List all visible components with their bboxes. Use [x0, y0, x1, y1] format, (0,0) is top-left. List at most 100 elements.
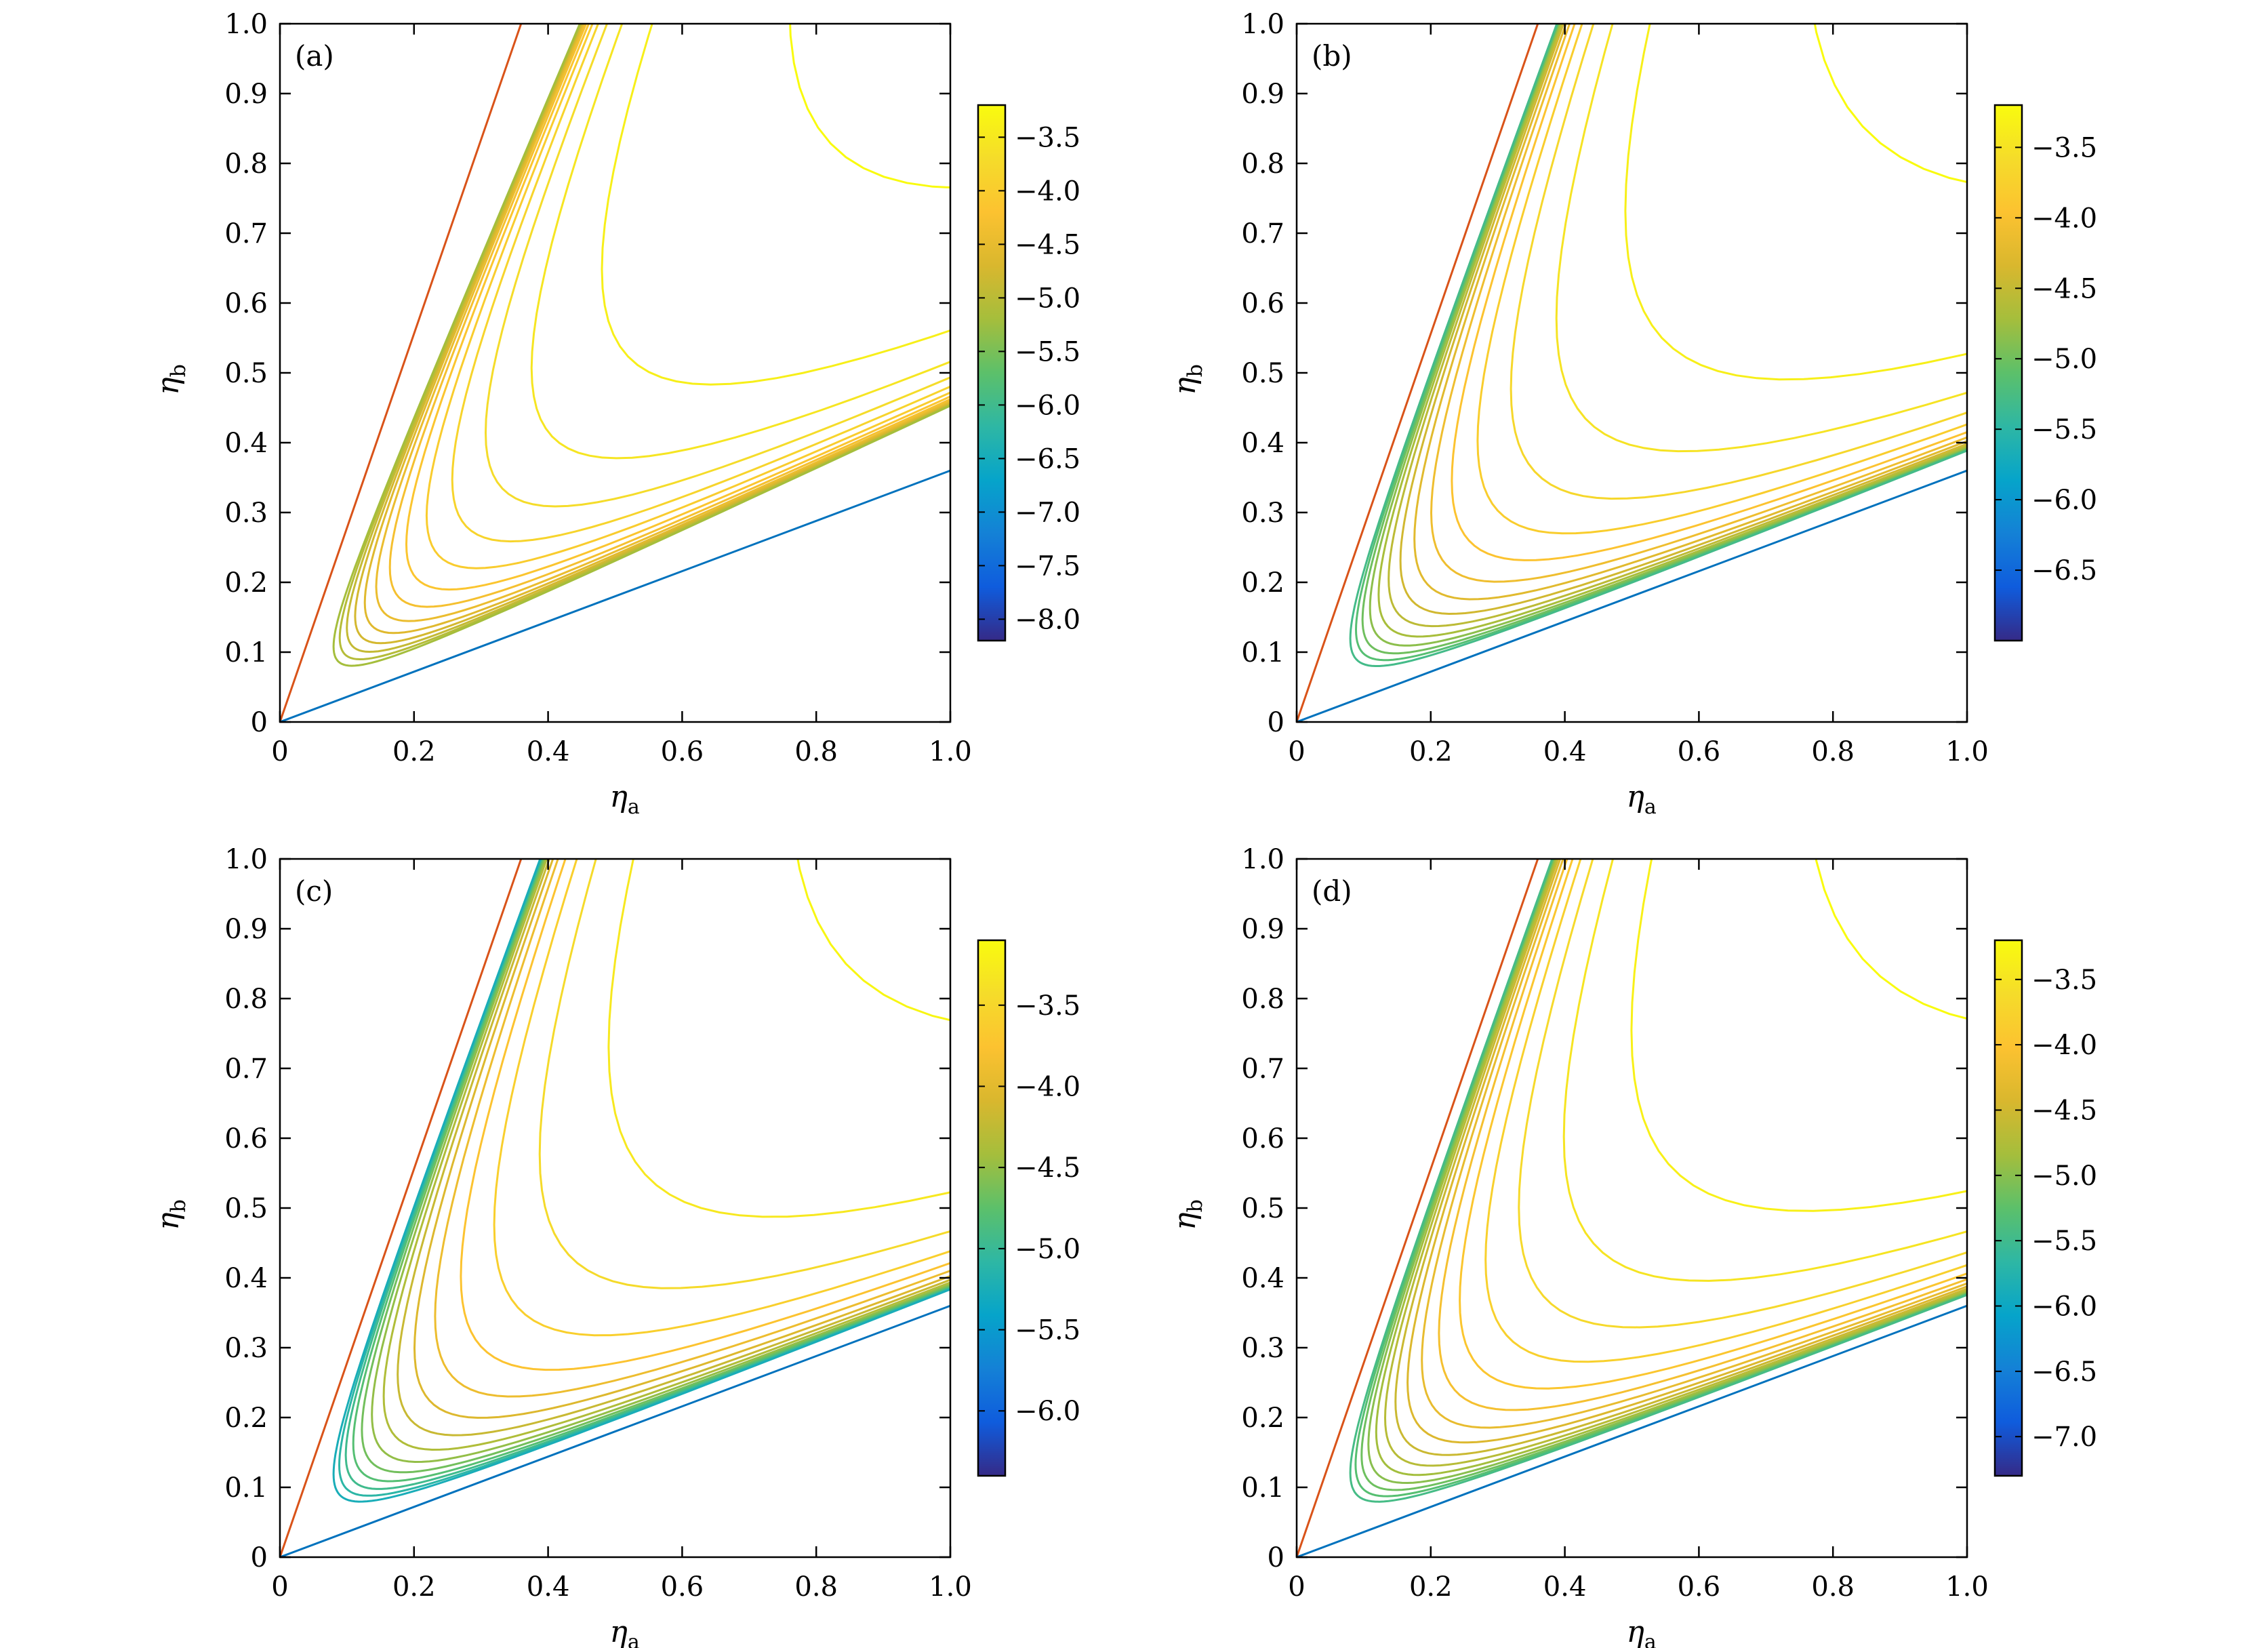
- colorbar: [1995, 940, 2022, 1476]
- colorbar-tick-label: −4.5: [2031, 1095, 2097, 1126]
- contour-line: [425, 24, 950, 569]
- x-tick-label: 0.6: [661, 1571, 704, 1603]
- contour-line: [484, 24, 950, 508]
- panel-b: 0 0.2 0.4 0.6 0.8 1.0 0 0.1 0.2 0.3 0.4 0.5 0.6 0.7 0.…: [1168, 9, 2097, 819]
- contour-lines: [1349, 859, 1967, 1503]
- y-tick-label: 0.4: [224, 428, 268, 459]
- contour-line: [1815, 859, 1967, 1020]
- colorbar-tick-label: −3.5: [2031, 132, 2097, 163]
- contour-line: [460, 859, 950, 1371]
- y-axis-label: ηb: [151, 1199, 190, 1230]
- contour-line: [382, 859, 950, 1451]
- y-tick-label: 0.2: [224, 567, 268, 599]
- x-tick-label: 0: [271, 1571, 288, 1603]
- y-tick-label: 0.4: [1241, 428, 1284, 459]
- colorbar-tick-label: −4.0: [2031, 1030, 2097, 1061]
- contour-line: [352, 859, 950, 1483]
- contour-line: [1369, 24, 1967, 647]
- contour-line: [1375, 859, 1967, 1476]
- contour-line: [1484, 859, 1967, 1363]
- contour-line: [1438, 859, 1967, 1411]
- colorbar-tick-label: −4.5: [2031, 273, 2097, 304]
- x-tick-label: 0.4: [527, 736, 570, 767]
- contour-line: [1388, 24, 1967, 628]
- contour-line: [1367, 859, 1967, 1485]
- plot-frame: [279, 22, 952, 723]
- y-tick-label: 0.8: [224, 984, 268, 1015]
- colorbar: [978, 940, 1005, 1476]
- y-tick-label: 0.6: [224, 288, 268, 319]
- y-tick-label: 0.7: [224, 1053, 268, 1085]
- x-tick-label: 0: [1288, 1571, 1305, 1603]
- x-tick-label: 0.2: [392, 1571, 436, 1603]
- colorbar-tick-label: −7.0: [2031, 1422, 2097, 1453]
- contour-line: [1562, 859, 1967, 1282]
- upper-boundary-line: [280, 859, 523, 1557]
- y-tick-label: 0.1: [1241, 637, 1284, 668]
- colorbar-tick-label: −6.0: [2031, 1291, 2097, 1323]
- contour-line: [1476, 24, 1967, 535]
- contour-lines: [332, 859, 950, 1503]
- contour-line: [601, 24, 950, 386]
- colorbar-frame: [977, 939, 1007, 1477]
- contour-line: [1383, 859, 1967, 1467]
- contour-line: [1624, 24, 1967, 381]
- y-tick-label: 0.8: [1241, 148, 1284, 180]
- contour-line: [363, 24, 950, 635]
- y-tick-label: 1.0: [1241, 844, 1284, 875]
- contour-line: [451, 24, 950, 543]
- colorbar-tick-label: −4.0: [1015, 176, 1080, 207]
- y-tick-label: 0.2: [224, 1403, 268, 1434]
- y-tick-label: 0.5: [224, 1193, 268, 1224]
- y-tick-label: 0.1: [224, 637, 268, 668]
- colorbar-tick-label: −5.0: [2031, 344, 2097, 375]
- y-tick-label: 0.7: [224, 218, 268, 249]
- contour-line: [1399, 24, 1967, 616]
- contour-line: [332, 859, 950, 1503]
- contour-line: [375, 24, 950, 622]
- y-tick-label: 0.5: [1241, 358, 1284, 389]
- contour-line: [1459, 859, 1967, 1390]
- y-tick-label: 0.4: [1241, 1263, 1284, 1294]
- y-axis-label: ηb: [1168, 364, 1207, 395]
- x-axis-label: ηa: [610, 780, 640, 819]
- contour-lines: [332, 24, 950, 667]
- y-tick-label: 0.5: [1241, 1193, 1284, 1224]
- contour-line: [1349, 24, 1967, 667]
- y-tick-label: 0: [251, 707, 268, 738]
- lower-boundary-line: [1297, 1304, 1967, 1557]
- colorbar-tick-label: −4.0: [2031, 203, 2097, 234]
- colorbar-tick-label: −5.5: [1015, 336, 1080, 367]
- x-axis-label: ηa: [1627, 780, 1657, 819]
- contour-line: [1430, 24, 1967, 583]
- x-tick-label: 0.2: [392, 736, 436, 767]
- x-tick-label: 0.8: [794, 736, 838, 767]
- x-tick-label: 0.4: [1543, 736, 1587, 767]
- upper-boundary-line: [280, 24, 523, 722]
- y-tick-label: 0.3: [224, 498, 268, 529]
- y-tick-label: 0.7: [1241, 1053, 1284, 1085]
- colorbar-tick-label: −5.5: [2031, 1226, 2097, 1257]
- contour-line: [338, 24, 950, 661]
- y-tick-label: 0.9: [1241, 79, 1284, 110]
- colorbar-tick-label: −7.5: [1015, 550, 1080, 582]
- lower-boundary-line: [280, 469, 950, 722]
- y-axis-label: ηb: [151, 364, 190, 395]
- colorbar-tick-label: −3.5: [1015, 990, 1080, 1022]
- contour-lines: [1349, 24, 1967, 667]
- colorbar-tick-label: −3.5: [2031, 965, 2097, 996]
- x-tick-label: 0: [1288, 736, 1305, 767]
- x-tick-label: 0.8: [1811, 736, 1855, 767]
- y-tick-label: 0.6: [1241, 1123, 1284, 1154]
- panel-c: 0 0.2 0.4 0.6 0.8 1.0 0 0.1 0.2 0.3 0.4 0.5 0.6 0.7 0.…: [151, 844, 1080, 1648]
- x-tick-label: 0: [271, 736, 288, 767]
- x-tick-label: 1.0: [929, 736, 972, 767]
- contour-line: [1630, 859, 1967, 1212]
- contour-line: [1377, 24, 1967, 638]
- contour-line: [493, 859, 950, 1337]
- colorbar-tick-label: −6.0: [2031, 485, 2097, 516]
- contour-line: [607, 859, 950, 1218]
- x-tick-label: 0.8: [1811, 1571, 1855, 1603]
- y-axis-label: ηb: [1168, 1199, 1207, 1230]
- x-tick-label: 1.0: [1945, 736, 1989, 767]
